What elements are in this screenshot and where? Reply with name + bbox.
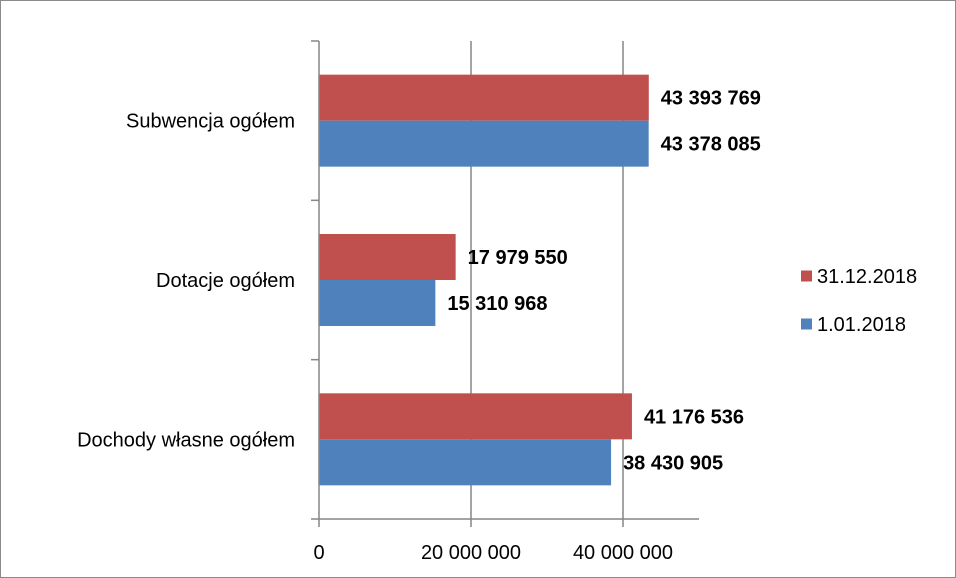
- bar-dotacje-ogolem-31-12-2018: [319, 234, 456, 280]
- bar-subwencja-ogolem-1-01-2018: [319, 120, 649, 167]
- data-label-dotacje-ogolem-31-12-2018: 17 979 550: [468, 247, 568, 269]
- legend: 31.12.2018 1.01.2018: [801, 266, 917, 336]
- x-tick-label-2: 40 000 000: [573, 542, 673, 564]
- category-label-dotacje-ogolem: Dotacje ogółem: [156, 270, 295, 292]
- legend-label-1-01-2018: 1.01.2018: [817, 314, 906, 336]
- data-label-dochody-wlasne-ogolem-1-01-2018: 38 430 905: [623, 452, 723, 474]
- data-label-subwencja-ogolem-31-12-2018: 43 393 769: [661, 88, 761, 110]
- legend-label-31-12-2018: 31.12.2018: [817, 266, 917, 288]
- category-label-subwencja-ogolem: Subwencja ogółem: [126, 111, 295, 133]
- category-labels: Subwencja ogółem Dotacje ogółem Dochody wł…: [77, 111, 295, 452]
- axis-ticks: [311, 40, 624, 527]
- axes: [318, 41, 699, 520]
- bar-subwencja-ogolem-31-12-2018: [319, 74, 649, 121]
- x-tick-label-1: 20 000 000: [421, 542, 521, 564]
- bar-dochody-wlasne-ogolem-1-01-2018: [319, 439, 612, 486]
- x-tick-labels: 0 20 000 000 40 000 000: [313, 542, 673, 564]
- data-label-subwencja-ogolem-1-01-2018: 43 378 085: [661, 134, 761, 156]
- legend-swatch-1-01-2018: [801, 318, 812, 330]
- data-label-dotacje-ogolem-1-01-2018: 15 310 968: [447, 293, 547, 315]
- data-labels: 43 393 769 43 378 085 17 979 550 15 310 968…: [447, 88, 761, 475]
- legend-swatch-31-12-2018: [801, 270, 812, 282]
- bar-dochody-wlasne-ogolem-31-12-2018: [319, 393, 632, 440]
- x-tick-label-0: 0: [313, 542, 324, 564]
- bar-dotacje-ogolem-1-01-2018: [319, 280, 436, 326]
- data-label-dochody-wlasne-ogolem-31-12-2018: 41 176 536: [644, 406, 744, 428]
- category-label-dochody-wlasne-ogolem: Dochody własne ogółem: [77, 429, 295, 451]
- bars: [319, 74, 649, 486]
